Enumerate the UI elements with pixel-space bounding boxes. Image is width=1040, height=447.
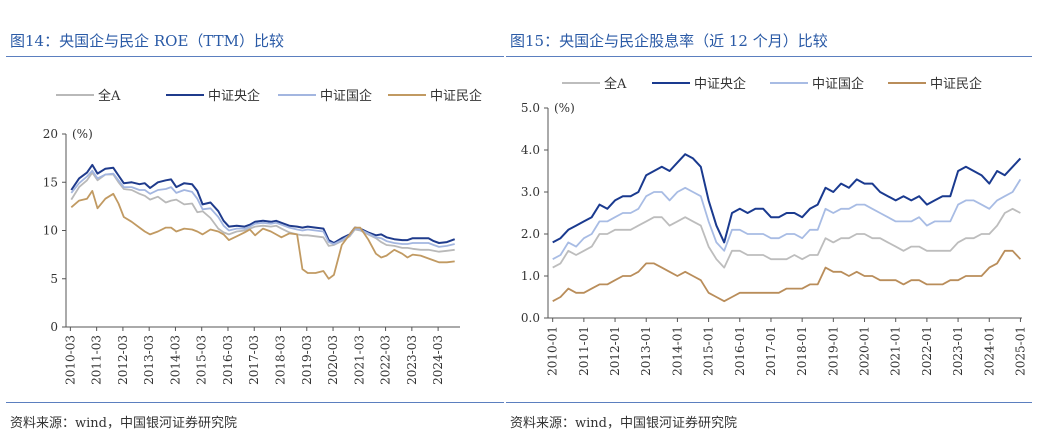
dividend-chart-panel: 图15：央国企与民企股息率（近 12 个月）比较 全A 中证央企 中证国企 中证民企 0… [500,0,1040,447]
legend-label-1: 中证央企 [208,88,260,104]
series-line-2 [70,169,455,248]
legend-label-1: 中证央企 [694,76,746,92]
source-rule [6,402,504,403]
x-tick-label: 2014-01 [670,326,684,376]
series-line-0 [552,207,1021,269]
series-line-1 [552,153,1022,244]
x-tick-label: 2013-03 [142,335,156,385]
x-tick-label: 2011-03 [90,335,104,385]
legend-label-2: 中证国企 [812,76,864,92]
x-tick-label: 2021-01 [889,326,903,376]
chart-title: 图14：央国企与民企 ROE（TTM）比较 [10,32,285,50]
y-tick-label: 5 [50,272,58,286]
roe-chart-panel: 图14：央国企与民企 ROE（TTM）比较 全A 中证央企 中证国企 中证民企 0 5 10… [0,0,512,447]
y-tick-label: 4.0 [521,143,540,157]
x-tick-label: 2022-01 [920,326,934,376]
x-tick-label: 2017-01 [764,326,778,376]
x-tick-label: 2025-01 [1013,326,1027,376]
legend-label-3: 中证民企 [430,88,482,104]
y-tick-label: 1.0 [521,269,540,283]
x-tick-label: 2019-03 [300,335,314,385]
y-tick-label: 5.0 [521,101,540,115]
roe-line-chart: 全A 中证央企 中证国企 中证民企 0 5 10 15 20 (%) 2010-03 2011-03 2… [43,88,482,385]
x-tick-label: 2017-03 [247,335,261,385]
x-tick-label: 2010-03 [63,335,77,385]
y-tick-label: 0.0 [521,311,540,325]
x-tick-label: 2016-01 [733,326,747,376]
x-tick-label: 2023-03 [405,335,419,385]
y-tick-label: 3.0 [521,185,540,199]
series-line-3 [552,249,1022,303]
x-tick-label: 2024-01 [982,326,996,376]
legend-label-2: 中证国企 [320,88,372,104]
y-tick-label: 2.0 [521,227,540,241]
title-rule [506,56,1032,57]
x-tick-label: 2013-01 [639,326,653,376]
series-line-1 [70,163,456,244]
x-tick-label: 2012-01 [608,326,622,376]
x-tick-label: 2020-01 [858,326,872,376]
series-line-3 [70,189,455,280]
x-tick-label: 2021-03 [352,335,366,385]
x-tick-label: 2011-01 [577,326,591,376]
x-tick-label: 2015-01 [702,326,716,376]
x-tick-label: 2010-01 [546,326,560,376]
x-tick-label: 2020-03 [326,335,340,385]
series-line-2 [552,178,1022,260]
legend-label-0: 全A [98,88,121,104]
title-rule [6,56,504,57]
series-line-0 [70,171,455,253]
x-tick-label: 2015-03 [195,335,209,385]
x-tick-label: 2024-03 [431,335,445,385]
x-tick-label: 2018-03 [274,335,288,385]
x-tick-label: 2019-01 [826,326,840,376]
x-tick-label: 2016-03 [221,335,235,385]
y-axis-unit: (%) [72,127,93,141]
y-tick-label: 0 [50,320,58,334]
source-note: 资料来源：wind，中国银河证券研究院 [10,416,237,431]
x-tick-label: 2018-01 [795,326,809,376]
dividend-line-chart: 全A 中证央企 中证国企 中证民企 0.0 1.0 2.0 3.0 4.0 5.0 (%) 2010-… [521,76,1028,376]
source-rule [506,402,1032,403]
x-tick-label: 2012-03 [116,335,130,385]
source-note: 资料来源：wind，中国银河证券研究院 [510,416,737,431]
x-tick-label: 2023-01 [951,326,965,376]
legend-label-0: 全A [604,76,627,92]
y-tick-label: 20 [43,127,58,141]
legend-label-3: 中证民企 [930,76,982,92]
x-tick-label: 2014-03 [168,335,182,385]
y-tick-label: 10 [43,224,58,238]
x-tick-label: 2022-03 [379,335,393,385]
y-axis-unit: (%) [554,101,575,115]
chart-title: 图15：央国企与民企股息率（近 12 个月）比较 [510,32,828,50]
y-tick-label: 15 [43,175,58,189]
